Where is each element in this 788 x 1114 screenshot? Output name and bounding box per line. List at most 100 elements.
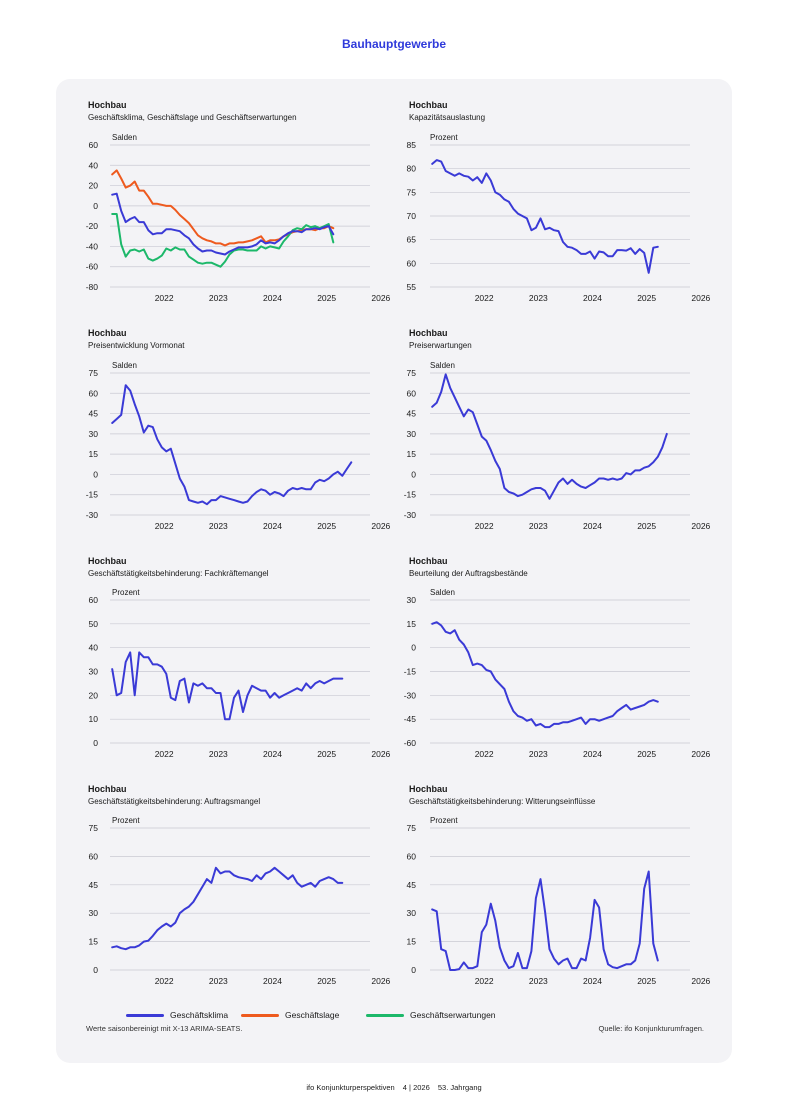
x-tick-label: 2024: [583, 749, 602, 759]
y-tick-label: 45: [407, 409, 417, 419]
chart-2: Hochbau Kapazitätsauslastung Prozent 85 80 75…: [407, 100, 711, 303]
y-tick-label: 0: [411, 643, 416, 653]
y-tick-label: 75: [89, 368, 99, 378]
x-tick-label: 2025: [637, 521, 656, 531]
x-tick-label: 2026: [691, 749, 710, 759]
x-tick-label: 2022: [475, 976, 494, 986]
y-tick-label: 50: [89, 619, 99, 629]
legend-label-lage: Geschäftslage: [285, 1010, 340, 1020]
y-tick-label: -30: [404, 510, 417, 520]
y-tick-label: 0: [93, 201, 98, 211]
x-tick-label: 2025: [317, 976, 336, 986]
x-tick-label: 2025: [637, 976, 656, 986]
chart-5: Hochbau Geschäftstätigkeitsbehinderung: F…: [88, 556, 391, 759]
y-tick-label: 30: [407, 595, 417, 605]
y-tick-label: 30: [407, 908, 417, 918]
y-tick-label: -15: [404, 490, 417, 500]
chart-panel: [56, 79, 732, 1063]
y-tick-label: 30: [89, 667, 99, 677]
x-tick-label: 2022: [155, 521, 174, 531]
y-tick-label: 15: [407, 619, 417, 629]
chart-subtitle: Beurteilung der Auftragsbestände: [409, 569, 528, 578]
y-tick-label: 15: [407, 937, 417, 947]
y-tick-label: -60: [404, 738, 417, 748]
y-tick-label: 45: [89, 880, 99, 890]
x-tick-label: 2024: [583, 521, 602, 531]
x-tick-label: 2023: [209, 749, 228, 759]
x-tick-label: 2025: [637, 749, 656, 759]
series-line-geschäftsklima: [111, 866, 344, 951]
legend-swatch-klima: [126, 1013, 164, 1017]
y-tick-label: 70: [407, 211, 417, 221]
y-tick-label: 0: [411, 965, 416, 975]
series-line-geschäftsklima: [431, 621, 659, 729]
series-line-geschäftserwartungen: [111, 213, 335, 268]
x-tick-label: 2025: [317, 521, 336, 531]
y-tick-label: 60: [89, 388, 99, 398]
y-tick-label: 45: [407, 880, 417, 890]
x-tick-label: 2026: [371, 976, 390, 986]
x-tick-label: 2026: [691, 293, 710, 303]
chart-subtitle: Geschäftstätigkeitsbehinderung: Fachkräf…: [88, 569, 269, 578]
x-tick-label: 2023: [529, 976, 548, 986]
x-tick-label: 2024: [263, 749, 282, 759]
x-tick-label: 2026: [371, 749, 390, 759]
y-tick-label: 15: [89, 937, 99, 947]
y-tick-label: 85: [407, 140, 417, 150]
x-tick-label: 2024: [263, 521, 282, 531]
chart-title: Hochbau: [409, 328, 448, 338]
legend-item-klima: Geschäftsklima: [126, 1010, 228, 1020]
x-tick-label: 2023: [209, 293, 228, 303]
x-tick-label: 2022: [475, 521, 494, 531]
chart-1: Hochbau Geschäftsklima, Geschäftslage und…: [86, 100, 391, 303]
x-tick-label: 2025: [637, 293, 656, 303]
y-tick-label: 60: [89, 595, 99, 605]
series-line-geschäftsklima: [111, 651, 344, 721]
y-tick-label: 0: [93, 738, 98, 748]
chart-unit-label: Prozent: [112, 588, 140, 597]
chart-3: Hochbau Preisentwicklung Vormonat Salden 75…: [86, 328, 391, 531]
chart-8: Hochbau Geschäftstätigkeitsbehinderung: W…: [407, 784, 711, 986]
series-line-geschäftsklima: [431, 159, 659, 274]
legend-label-klima: Geschäftsklima: [170, 1010, 229, 1020]
x-tick-label: 2023: [529, 293, 548, 303]
source-note: Quelle: ifo Konjunkturumfragen.: [598, 1024, 704, 1033]
x-tick-label: 2024: [583, 293, 602, 303]
chart-title: Hochbau: [88, 556, 127, 566]
footer-issue: 4 | 2026: [402, 1083, 430, 1092]
x-tick-label: 2022: [475, 749, 494, 759]
x-tick-label: 2026: [691, 521, 710, 531]
legend-swatch-lage: [241, 1013, 279, 1017]
y-tick-label: -30: [86, 510, 99, 520]
chart-title: Hochbau: [88, 100, 127, 110]
x-tick-label: 2023: [209, 976, 228, 986]
y-tick-label: 40: [89, 643, 99, 653]
y-tick-label: 40: [89, 160, 99, 170]
x-tick-label: 2023: [209, 521, 228, 531]
y-tick-label: 80: [407, 164, 417, 174]
chart-subtitle: Kapazitätsauslastung: [409, 113, 485, 122]
y-tick-label: 30: [89, 908, 99, 918]
y-tick-label: 30: [89, 429, 99, 439]
x-tick-label: 2022: [155, 749, 174, 759]
chart-unit-label: Salden: [430, 588, 455, 597]
chart-subtitle: Preiserwartungen: [409, 341, 472, 350]
y-tick-label: 60: [407, 258, 417, 268]
chart-title: Hochbau: [409, 784, 448, 794]
series-line-geschäftsklima: [431, 373, 668, 500]
x-tick-label: 2024: [583, 976, 602, 986]
y-tick-label: 60: [89, 851, 99, 861]
chart-subtitle: Geschäftstätigkeitsbehinderung: Witterun…: [409, 797, 596, 806]
y-tick-label: 45: [89, 409, 99, 419]
y-tick-label: 0: [411, 469, 416, 479]
y-tick-label: 30: [407, 429, 417, 439]
x-tick-label: 2025: [317, 293, 336, 303]
chart-unit-label: Prozent: [430, 133, 458, 142]
chart-7: Hochbau Geschäftstätigkeitsbehinderung: A…: [88, 784, 391, 986]
y-tick-label: -60: [86, 262, 99, 272]
legend: Geschäftsklima Geschäftslage Geschäftser…: [0, 1010, 788, 1024]
y-tick-label: -80: [86, 282, 99, 292]
chart-title: Hochbau: [88, 784, 127, 794]
y-tick-label: 75: [407, 187, 417, 197]
